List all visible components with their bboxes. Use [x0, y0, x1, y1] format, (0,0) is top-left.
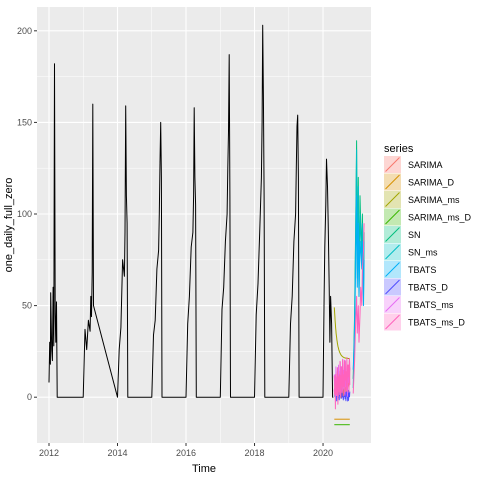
- legend-swatch: [385, 244, 400, 260]
- legend-swatch: [385, 279, 400, 295]
- x-axis-title: Time: [192, 463, 216, 475]
- legend-label: SN_ms: [408, 248, 438, 258]
- legend-label: SN: [408, 230, 421, 240]
- legend-swatch: [385, 297, 400, 312]
- legend-swatch: [385, 209, 400, 225]
- forecast-series: [333, 140, 365, 426]
- legend-label: TBATS_ms_D: [408, 318, 465, 328]
- x-tick-label: 2020: [313, 448, 333, 458]
- series-tbats-line: [352, 195, 365, 370]
- legend-swatch: [385, 227, 400, 242]
- historical-series: [48, 24, 334, 398]
- y-tick-label: 0: [27, 392, 32, 402]
- x-tick-label: 2018: [245, 448, 265, 458]
- legend-label: SARIMA_D: [408, 178, 455, 188]
- y-tick-label: 200: [17, 26, 32, 36]
- y-tick-label: 50: [22, 301, 32, 311]
- x-tick-label: 2016: [176, 448, 196, 458]
- legend-label: SARIMA_ms_D: [408, 213, 472, 223]
- legend-title: series: [384, 143, 414, 155]
- legend-label: SARIMA: [408, 160, 443, 170]
- y-axis-title: one_daily_full_zero: [3, 178, 15, 273]
- legend-swatch: [385, 174, 400, 190]
- x-tick-label: 2012: [39, 448, 59, 458]
- legend-label: TBATS: [408, 265, 436, 275]
- legend-swatch: [385, 262, 400, 277]
- x-tick-label: 2014: [107, 448, 127, 458]
- legend-swatch: [385, 314, 400, 330]
- legend-label: TBATS_ms: [408, 300, 454, 310]
- series-tbats-ms-d-line: [333, 357, 351, 410]
- legend: series SARIMA SARIMA_D SARIMA_ms SARIMA_ms_…: [384, 143, 472, 331]
- plot-panel: [37, 7, 371, 443]
- legend-swatch: [385, 192, 400, 207]
- axes: 0 50 100 150 200 2012 2014 2016 2018 2020: [17, 26, 333, 458]
- historical-line: [48, 24, 334, 398]
- series-tbats-ms-d-spike-line: [352, 223, 365, 394]
- legend-swatch: [385, 157, 400, 172]
- y-tick-label: 150: [17, 117, 32, 127]
- legend-label: SARIMA_ms: [408, 195, 460, 205]
- legend-label: TBATS_D: [408, 283, 448, 293]
- y-tick-label: 100: [17, 209, 32, 219]
